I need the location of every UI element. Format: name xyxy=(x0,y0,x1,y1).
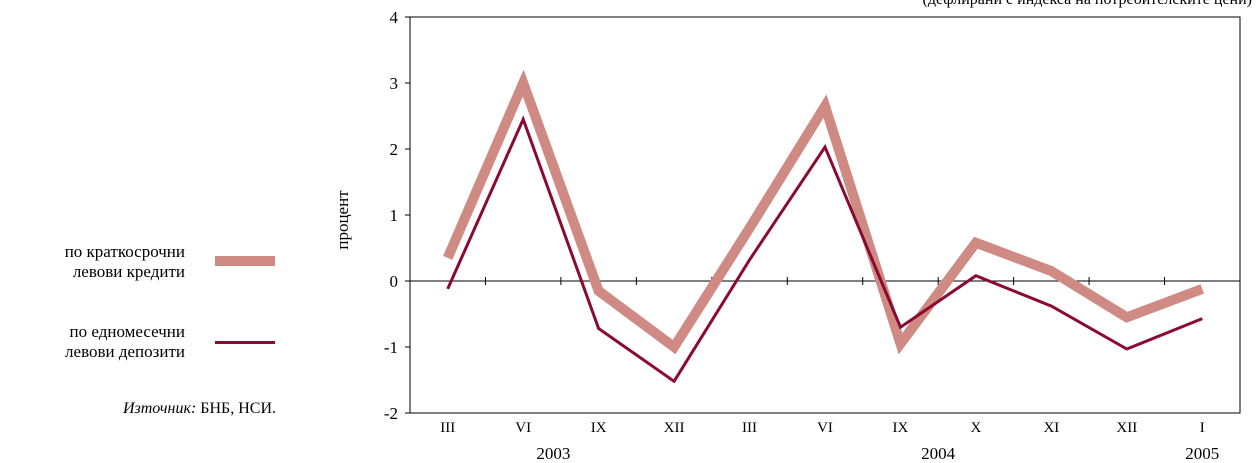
legend-label-deposits: по едномесечни левови депозити xyxy=(65,322,185,362)
legend: по краткосрочни левови кредити по едноме… xyxy=(0,0,330,463)
series-line-deposits xyxy=(446,115,1203,384)
y-tick-label: 0 xyxy=(390,272,399,291)
year-label: 2004 xyxy=(921,444,956,463)
y-tick-label: 1 xyxy=(390,206,399,225)
x-tick-label: III xyxy=(440,420,455,436)
legend-label-deposits-line2: левови депозити xyxy=(65,342,185,361)
y-tick-label: -1 xyxy=(384,338,398,357)
legend-swatch-credits xyxy=(215,256,275,266)
x-tick-label: IX xyxy=(591,420,607,436)
series-line-credits xyxy=(443,69,1205,355)
y-tick-label: -2 xyxy=(384,404,398,423)
plot-frame xyxy=(409,16,1241,414)
source-label: Източник: xyxy=(122,400,197,417)
x-tick-label: VI xyxy=(817,420,833,436)
legend-label-credits: по краткосрочни левови кредити xyxy=(65,242,185,282)
x-tick-label: XII xyxy=(1116,420,1137,436)
y-tick-label: 2 xyxy=(390,140,399,159)
x-tick-label: III xyxy=(742,420,757,436)
legend-label-credits-line2: левови кредити xyxy=(72,262,185,281)
source-note: Източник: БНБ, НСИ. xyxy=(123,400,276,418)
chart-subtitle: (дефлирани с индекса на потребителските … xyxy=(923,0,1252,9)
x-tick-label: IX xyxy=(893,420,909,436)
year-label: 2005 xyxy=(1185,444,1219,463)
legend-swatch-deposits xyxy=(215,341,275,344)
y-tick-label: 4 xyxy=(390,8,399,27)
source-text: БНБ, НСИ. xyxy=(200,400,276,417)
legend-label-credits-line1: по краткосрочни xyxy=(64,242,185,261)
x-tick-label: X xyxy=(970,420,981,436)
x-tick-label: VI xyxy=(515,420,531,436)
x-tick-label: XII xyxy=(664,420,685,436)
y-axis-label: процент xyxy=(333,190,352,250)
legend-label-deposits-line1: по едномесечни xyxy=(69,322,185,341)
y-tick-label: 3 xyxy=(390,74,399,93)
x-tick-label: XI xyxy=(1043,420,1059,436)
year-label: 2003 xyxy=(536,444,570,463)
x-tick-label: I xyxy=(1200,420,1205,436)
